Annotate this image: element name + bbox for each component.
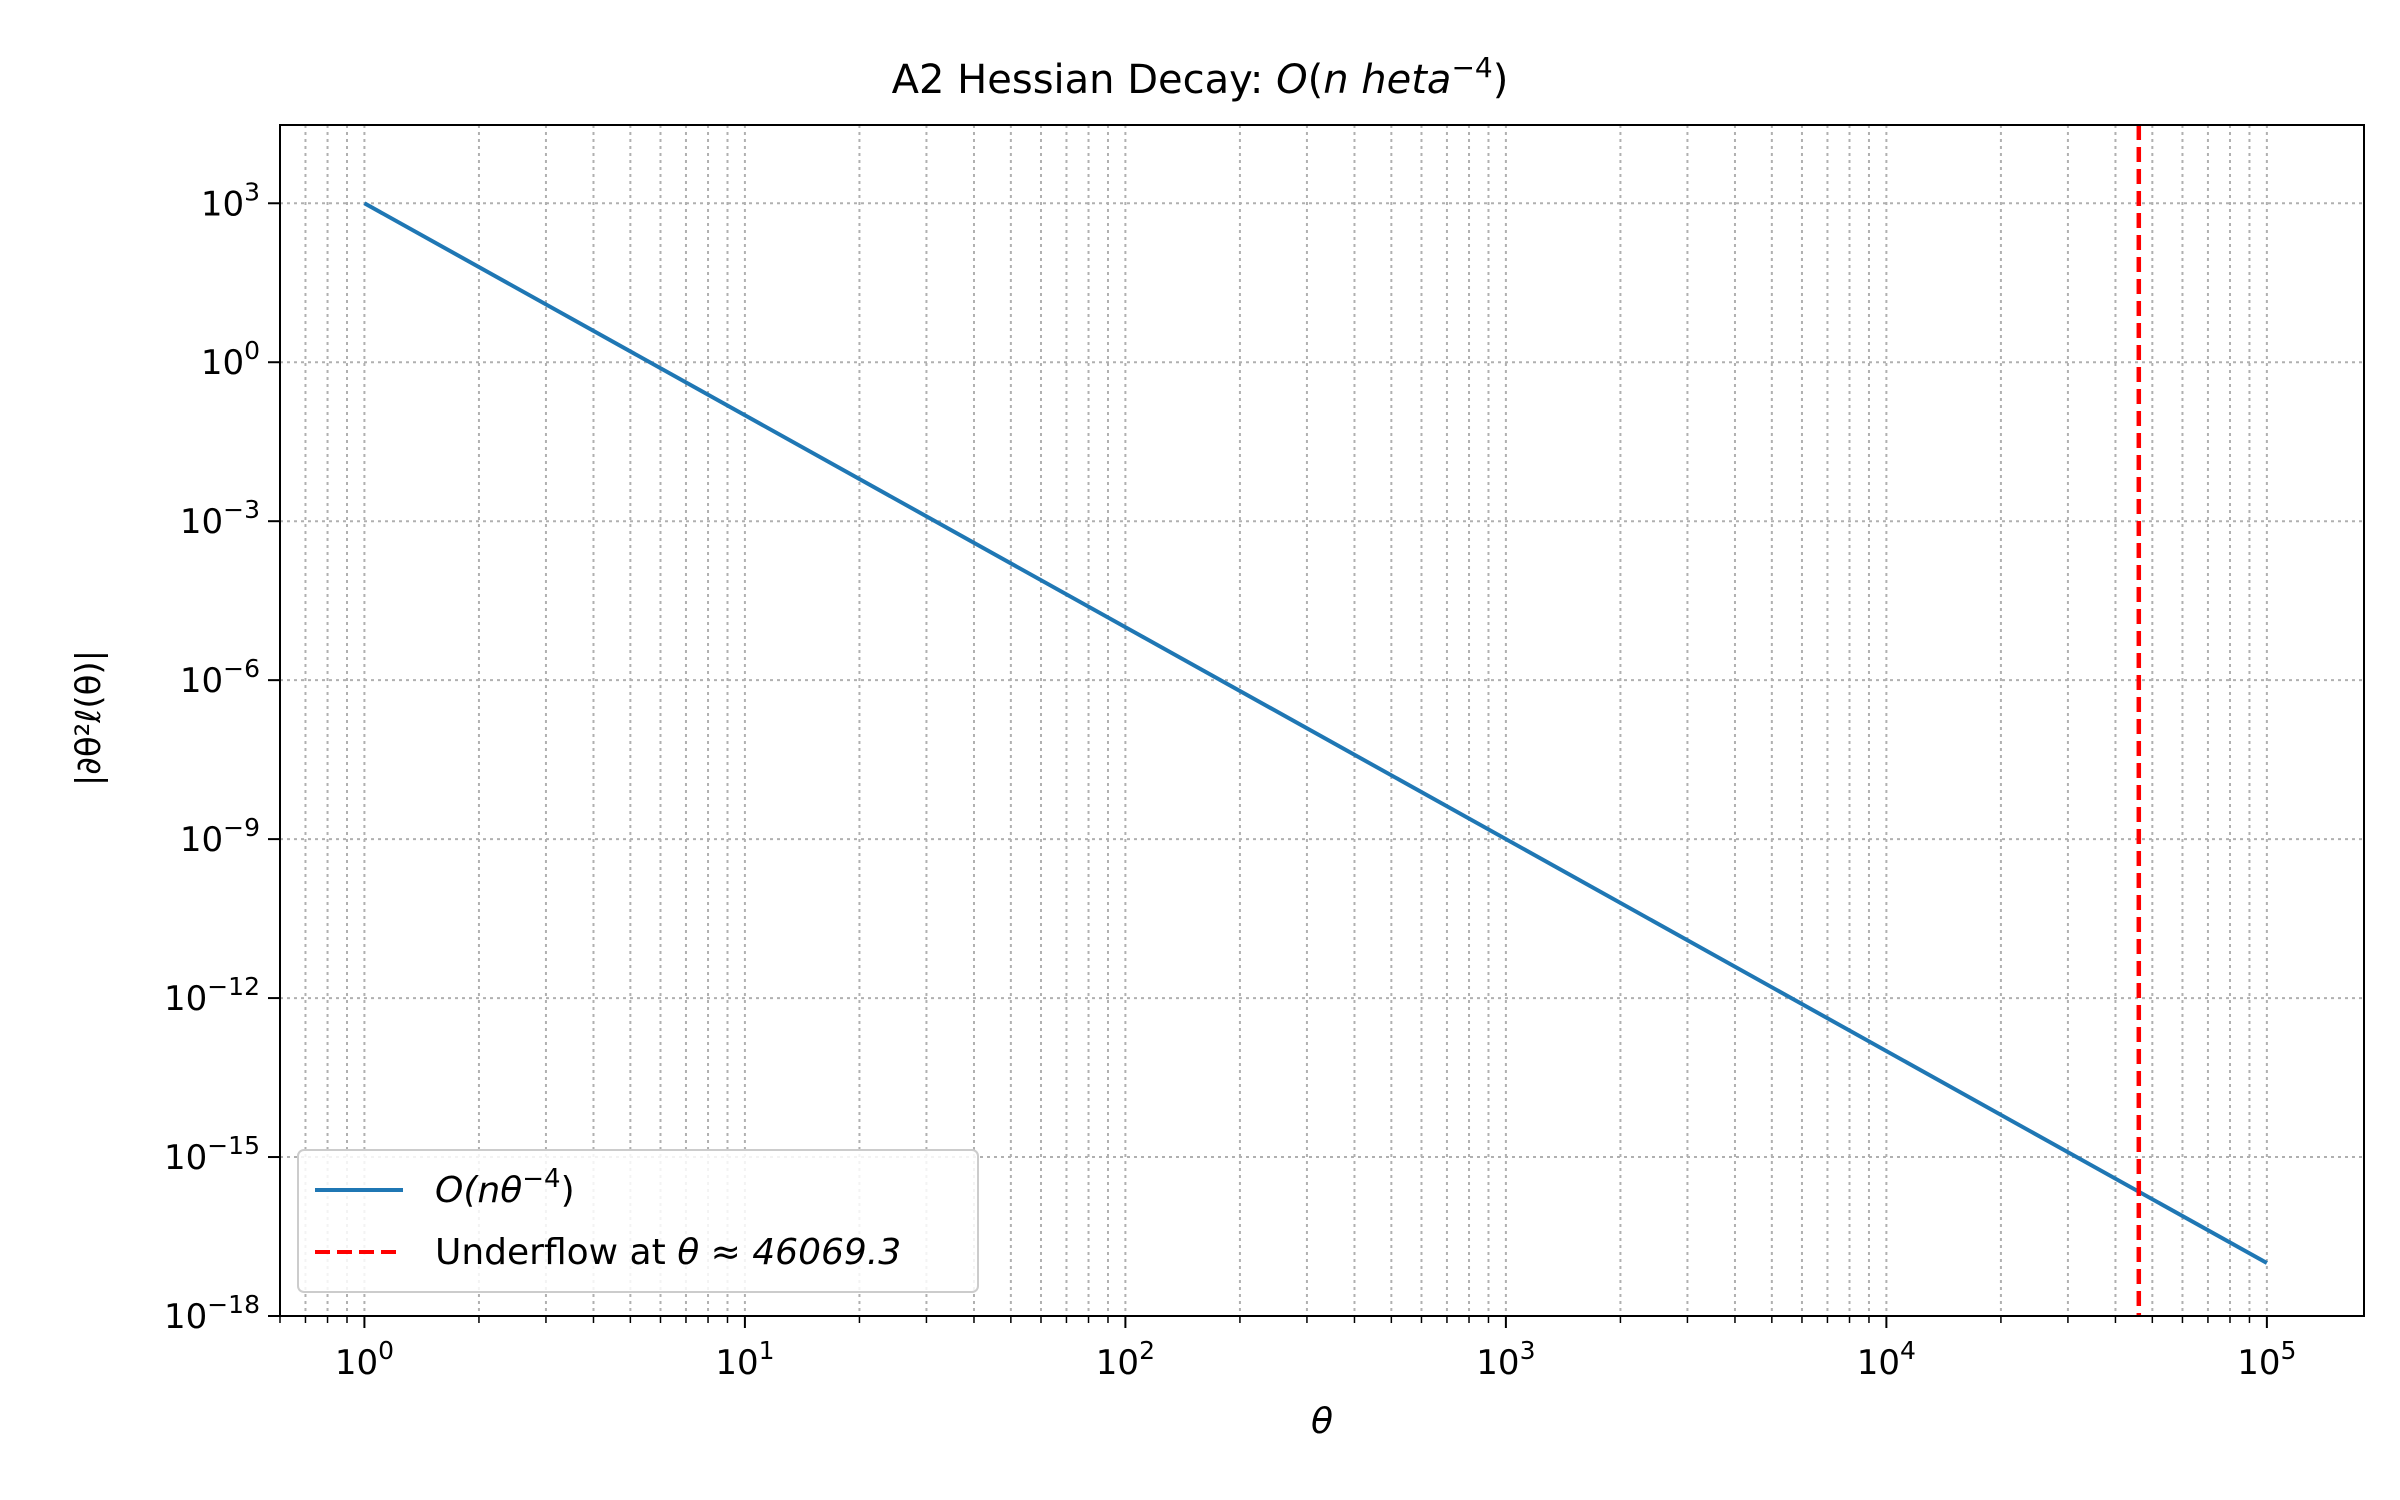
legend-hessian-math: O(nθ (435, 1170, 522, 1211)
y-tick-exp: 3 (244, 177, 260, 206)
y-tick-base: 10 (201, 343, 244, 383)
x-tick-base: 10 (1096, 1343, 1139, 1383)
x-tick-label: 103 (1476, 1336, 1535, 1383)
x-tick-base: 10 (1476, 1343, 1519, 1383)
legend-box (297, 1149, 979, 1293)
tick-labels: 100 101 102 103 104 10510310010−310−610−910−1… (164, 177, 2296, 1383)
series-layer (363, 125, 2268, 1316)
y-axis-label: |∂θ²ℓ(θ)| (69, 650, 109, 786)
y-tick-exp: −3 (223, 495, 260, 524)
y-tick-base: 10 (180, 502, 223, 542)
x-tick-exp: 3 (1520, 1336, 1536, 1365)
legend-underflow-math: θ ≈ 46069.3 (677, 1232, 901, 1273)
x-tick-label: 104 (1857, 1336, 1916, 1383)
y-tick-label: 10−15 (164, 1131, 260, 1178)
legend-hessian-sup: −4 (522, 1164, 560, 1194)
ticks (268, 202, 2268, 1328)
x-tick-exp: 4 (1900, 1336, 1916, 1365)
x-tick-label: 105 (2237, 1336, 2296, 1383)
x-tick-label: 101 (715, 1336, 774, 1383)
title-math-close: ) (1493, 57, 1509, 103)
y-tick-exp: 0 (244, 336, 260, 365)
title-math-sup: −4 (1451, 51, 1492, 84)
series-line-hessian (363, 201, 2268, 1265)
legend-hessian-close: ) (561, 1170, 575, 1211)
x-tick-base: 10 (715, 1343, 758, 1383)
title-math-open: ( (1308, 57, 1324, 103)
x-tick-label: 102 (1096, 1336, 1155, 1383)
y-tick-exp: −6 (223, 654, 260, 683)
x-axis-label: θ (1311, 1401, 1333, 1442)
y-tick-label: 10−9 (180, 813, 260, 860)
x-tick-exp: 1 (759, 1336, 775, 1365)
legend-label-hessian: O(nθ−4) (435, 1164, 575, 1211)
y-tick-label: 100 (201, 336, 260, 383)
y-tick-base: 10 (164, 979, 207, 1019)
legend-label-underflow: Underflow at θ ≈ 46069.3 (435, 1232, 901, 1273)
x-tick-label: 100 (335, 1336, 394, 1383)
x-tick-base: 10 (2237, 1343, 2280, 1383)
legend-underflow-text: Underflow at (435, 1232, 677, 1273)
y-tick-exp: −9 (223, 813, 260, 842)
y-tick-label: 103 (201, 177, 260, 224)
title-prefix: A2 Hessian Decay: (892, 57, 1276, 103)
y-tick-base: 10 (201, 184, 244, 224)
y-tick-label: 10−12 (164, 972, 260, 1019)
y-tick-exp: −18 (207, 1290, 260, 1319)
x-tick-base: 10 (1857, 1343, 1900, 1383)
title-math-base: O (1276, 57, 1307, 103)
y-tick-label: 10−3 (180, 495, 260, 542)
plot-area-frame (279, 124, 2365, 1317)
x-tick-exp: 5 (2281, 1336, 2297, 1365)
y-tick-base: 10 (164, 1297, 207, 1337)
chart-title: A2 Hessian Decay: O(n heta−4) (892, 51, 1509, 103)
x-tick-exp: 0 (378, 1336, 394, 1365)
y-tick-base: 10 (164, 1138, 207, 1178)
y-tick-exp: −12 (207, 972, 260, 1001)
y-tick-label: 10−6 (180, 654, 260, 701)
x-tick-base: 10 (335, 1343, 378, 1383)
y-tick-exp: −15 (207, 1131, 260, 1160)
y-tick-base: 10 (180, 661, 223, 701)
legend: O(nθ−4) Underflow at θ ≈ 46069.3 (297, 1149, 979, 1293)
x-tick-exp: 2 (1139, 1336, 1155, 1365)
y-tick-label: 10−18 (164, 1290, 260, 1337)
y-tick-base: 10 (180, 820, 223, 860)
minor-grid (279, 125, 2251, 1316)
title-math-body: n heta (1323, 57, 1451, 103)
